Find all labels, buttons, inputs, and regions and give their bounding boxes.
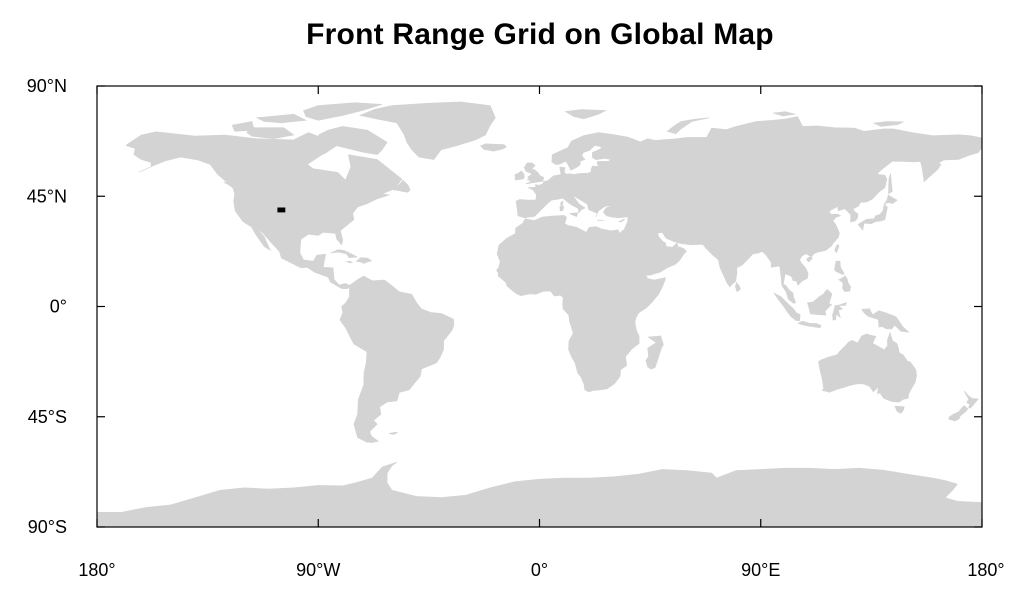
landmass-hainan <box>806 256 813 263</box>
y-tick-label: 90°N <box>27 76 67 96</box>
landmass-new-guinea <box>860 308 910 333</box>
landmass-victoria-isl <box>246 127 295 140</box>
landmass-iceland <box>479 143 507 152</box>
landmass-new-siberian <box>872 121 905 127</box>
landmass-philippines-south <box>838 275 852 292</box>
x-tick-label: 180° <box>78 560 115 580</box>
landmass-australia <box>818 331 917 403</box>
landmass-hokkaido <box>883 194 898 206</box>
landmass-severnaya <box>772 111 796 117</box>
landmass-antarctica <box>96 461 983 528</box>
landmass-vancouver-isl <box>223 182 238 189</box>
landmass-svalbard <box>564 109 607 120</box>
landmass-sardinia <box>559 205 564 212</box>
y-tick-label: 45°S <box>28 407 67 427</box>
landmass-banks-isl <box>231 121 255 132</box>
landmass-arabian-penin <box>627 215 692 246</box>
landmass-jamaica <box>345 260 354 264</box>
y-tick-label: 90°S <box>28 517 67 537</box>
landmass-africa <box>496 215 666 393</box>
landmass-tierra-del-fuego <box>365 435 378 444</box>
landmass-kamchatka-area <box>923 159 942 183</box>
landmass-greenland <box>358 101 496 160</box>
landmass-falklands <box>389 431 399 435</box>
latitude-axis: 90°N 45°N 0° 45°S 90°S <box>27 76 982 537</box>
landmass-java <box>797 320 822 329</box>
landmass-hudson-bay <box>307 151 351 180</box>
landmass-arctic-isl <box>255 113 308 124</box>
landmass-ireland <box>514 170 525 181</box>
landmass-sri-lanka <box>735 281 741 293</box>
land-layer <box>96 101 983 528</box>
longitude-axis: 180° 90°W 0° 90°E 180° <box>78 86 1005 580</box>
landmass-newfoundland <box>393 179 411 193</box>
landmass-sicily <box>569 212 579 217</box>
landmass-philippines-luzon <box>834 260 845 275</box>
landmass-sulawesi <box>832 302 848 321</box>
landmass-baffin <box>317 126 388 155</box>
landmass-taiwan <box>834 244 840 254</box>
landmass-sakhalin <box>888 173 893 195</box>
y-tick-label: 0° <box>50 297 67 317</box>
landmass-cuba <box>330 249 359 259</box>
x-tick-label: 90°W <box>296 560 340 580</box>
landmass-novaya-zemlya <box>666 117 710 135</box>
x-tick-label: 0° <box>531 560 548 580</box>
landmass-japan <box>857 204 888 231</box>
landmass-corsica <box>560 200 564 206</box>
landmass-tasmania <box>894 405 905 414</box>
landmass-cyprus <box>617 218 625 223</box>
front-range-grid-marker <box>277 207 286 213</box>
x-tick-label: 90°E <box>741 560 780 580</box>
landmass-borneo <box>807 288 833 316</box>
map-title: Front Range Grid on Global Map <box>306 18 774 51</box>
landmass-great-britain <box>523 162 545 185</box>
landmass-nz-north <box>963 390 979 409</box>
landmass-ellesmere <box>303 102 383 121</box>
y-tick-label: 45°N <box>27 186 67 206</box>
landmass-south-america <box>339 275 455 443</box>
landmass-sumatra <box>773 292 801 322</box>
landmass-nz-south <box>948 405 969 422</box>
landmass-hispaniola <box>355 257 373 264</box>
landmass-madagascar <box>645 335 664 370</box>
landmass-crete <box>597 219 605 221</box>
x-tick-label: 180° <box>967 560 1004 580</box>
